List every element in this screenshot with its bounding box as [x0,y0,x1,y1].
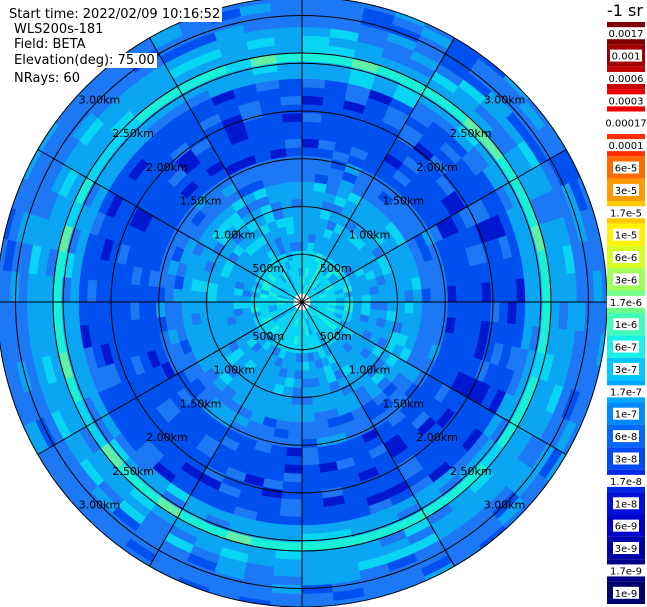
colorbar-label: 1.7e-5 [610,208,642,219]
colorbar-label: 0.0001 [609,141,644,152]
nrays: NRays: 60 [12,71,82,86]
colorbar-label: 3e-6 [615,275,638,286]
colorbar-label: 3e-7 [615,365,638,376]
colorbar-label: 0.001 [612,52,641,63]
elevation: Elevation(deg): 75.00 [12,53,157,68]
colorbar-unit: -1 sr [607,1,643,20]
ppi-cell [301,0,335,4]
colorbar-label: 1e-9 [615,589,638,600]
colorbar-label: 3e-8 [615,455,638,466]
ppi-cell [0,301,4,335]
colorbar-label: 1.7e-6 [610,298,642,309]
colorbar-label: 6e-5 [615,164,638,175]
field-name: Field: BETA [12,37,88,52]
colorbar-label: 6e-9 [615,522,638,533]
colorbar-label: 0.0003 [609,96,644,107]
device-name: WLS200s-181 [12,22,106,37]
start-time: Start time: 2022/02/09 10:16:52 [7,7,223,22]
colorbar-label: 1.7e-9 [610,566,642,577]
colorbar-label: 3e-5 [615,186,638,197]
colorbar-label: 0.00017 [605,119,646,130]
colorbar-label: 1.7e-7 [610,387,642,398]
colorbar-label: 1e-8 [615,499,638,510]
ppi-data-cells [0,0,607,607]
colorbar-label: 6e-6 [615,253,638,264]
colorbar-label: 0.0006 [609,74,644,85]
colorbar-label: 1e-5 [615,231,638,242]
colorbar-label: 6e-7 [615,343,638,354]
colorbar-label: 0.0017 [609,29,644,40]
colorbar-label: 6e-8 [615,432,638,443]
colorbar-label: 1.7e-8 [610,477,642,488]
colorbar-label: 1e-7 [615,410,638,421]
ppi-cell [0,269,4,303]
colorbar-steps: 0.0017 0.001 0.0006 0.0003 0.00017 0.0001 6e-5… [603,22,647,604]
colorbar-label: 1e-6 [615,320,638,331]
colorbar-label: 3e-9 [615,544,638,555]
